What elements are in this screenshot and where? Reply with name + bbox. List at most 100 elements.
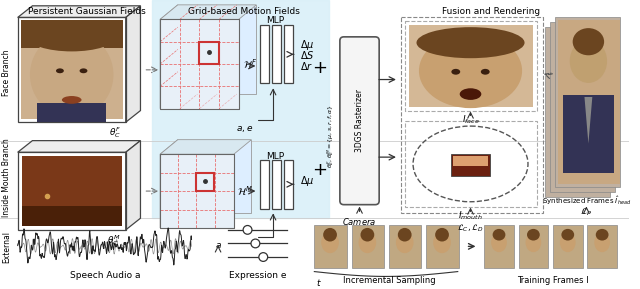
Ellipse shape	[30, 32, 113, 117]
Ellipse shape	[525, 233, 541, 252]
Text: $\Delta r$: $\Delta r$	[300, 60, 313, 72]
Bar	[284, 160, 292, 209]
Bar	[22, 156, 122, 226]
Bar	[196, 173, 214, 191]
Text: Persistent Gaussian Fields: Persistent Gaussian Fields	[28, 7, 145, 16]
Text: MLP: MLP	[266, 16, 284, 25]
Text: $a$: $a$	[214, 240, 221, 249]
Polygon shape	[125, 6, 140, 122]
Text: Synthesized Frames $\hat{I}_{head}$: Synthesized Frames $\hat{I}_{head}$	[542, 194, 631, 207]
Bar	[404, 21, 538, 111]
Text: $\theta_C^M$: $\theta_C^M$	[108, 233, 121, 248]
Bar	[426, 225, 459, 268]
Bar	[284, 25, 292, 84]
Ellipse shape	[398, 228, 412, 242]
Text: $\mathcal{H}^M$: $\mathcal{H}^M$	[237, 184, 253, 198]
Ellipse shape	[79, 68, 88, 73]
Text: $I_{face}$: $I_{face}$	[461, 114, 479, 126]
Ellipse shape	[56, 68, 64, 73]
Ellipse shape	[561, 229, 574, 240]
Ellipse shape	[481, 69, 490, 75]
Text: $\mathcal{L}_C, \mathcal{L}_D$: $\mathcal{L}_C, \mathcal{L}_D$	[457, 222, 484, 234]
Ellipse shape	[435, 228, 449, 242]
Bar	[200, 42, 219, 64]
Bar	[152, 0, 329, 218]
Polygon shape	[160, 5, 257, 19]
Bar	[484, 225, 514, 268]
Polygon shape	[160, 140, 178, 228]
Ellipse shape	[560, 233, 575, 252]
Ellipse shape	[321, 232, 339, 253]
Text: External: External	[3, 231, 12, 263]
Ellipse shape	[396, 232, 413, 253]
Text: MLP: MLP	[266, 152, 284, 161]
Circle shape	[251, 239, 260, 248]
Text: Training Frames I: Training Frames I	[517, 277, 589, 286]
Polygon shape	[18, 6, 140, 17]
Text: Inside Mouth Branch: Inside Mouth Branch	[3, 138, 12, 217]
Ellipse shape	[595, 233, 610, 252]
Text: $\Delta\mu$: $\Delta\mu$	[300, 38, 314, 52]
Polygon shape	[178, 140, 252, 213]
Ellipse shape	[28, 22, 116, 51]
Bar	[563, 95, 614, 173]
Ellipse shape	[573, 28, 604, 55]
Ellipse shape	[417, 27, 525, 58]
Bar	[389, 225, 421, 268]
Ellipse shape	[433, 232, 451, 253]
Polygon shape	[160, 5, 178, 109]
Polygon shape	[125, 141, 140, 230]
Bar	[553, 225, 582, 268]
Text: $a, e$: $a, e$	[236, 124, 253, 134]
Text: Speech Audio a: Speech Audio a	[70, 271, 140, 280]
Ellipse shape	[360, 228, 374, 242]
Bar	[314, 225, 347, 268]
Bar	[260, 160, 269, 209]
Ellipse shape	[570, 39, 607, 83]
Text: $\mathcal{H}^F$: $\mathcal{H}^F$	[243, 57, 257, 71]
Bar	[160, 154, 234, 228]
Bar	[404, 121, 538, 207]
Bar	[272, 25, 281, 84]
Text: Face Branch: Face Branch	[3, 49, 12, 96]
Text: $I_{mouth}$: $I_{mouth}$	[458, 210, 483, 222]
Text: $t$: $t$	[316, 277, 322, 288]
Polygon shape	[18, 141, 140, 152]
Bar	[451, 154, 490, 175]
Bar	[558, 20, 620, 184]
Text: $+$: $+$	[312, 59, 327, 77]
Ellipse shape	[62, 96, 81, 104]
Ellipse shape	[358, 232, 376, 253]
Circle shape	[243, 225, 252, 234]
Bar	[588, 225, 617, 268]
Ellipse shape	[323, 228, 337, 242]
Bar	[20, 20, 123, 47]
Text: $\theta_C^F$: $\theta_C^F$	[109, 125, 121, 140]
Text: $\theta_E^F, \theta_E^M = \{\mu, s, r, f, \alpha\}$: $\theta_E^F, \theta_E^M = \{\mu, s, r, f…	[326, 104, 337, 168]
Ellipse shape	[527, 229, 540, 240]
Ellipse shape	[491, 233, 507, 252]
Text: Incremental Sampling: Incremental Sampling	[342, 277, 435, 286]
Bar	[18, 152, 125, 230]
Bar	[22, 206, 122, 226]
Text: $\Delta\mu$: $\Delta\mu$	[300, 174, 314, 188]
Bar	[351, 225, 384, 268]
Bar	[20, 20, 123, 119]
Bar	[260, 25, 269, 84]
Bar	[37, 103, 106, 122]
Bar	[545, 27, 610, 197]
Circle shape	[259, 253, 268, 261]
Ellipse shape	[419, 34, 522, 108]
Bar	[160, 154, 234, 228]
Polygon shape	[584, 97, 593, 144]
Text: Expression e: Expression e	[228, 271, 286, 280]
Bar	[160, 19, 239, 109]
Text: $\mathcal{L}_P$: $\mathcal{L}_P$	[580, 207, 593, 218]
Ellipse shape	[493, 229, 506, 240]
Text: Fusion and Rendering: Fusion and Rendering	[442, 7, 540, 16]
FancyBboxPatch shape	[340, 37, 379, 205]
Ellipse shape	[460, 88, 481, 100]
Ellipse shape	[451, 69, 460, 75]
Text: $+$: $+$	[312, 161, 327, 179]
Bar	[401, 17, 543, 213]
